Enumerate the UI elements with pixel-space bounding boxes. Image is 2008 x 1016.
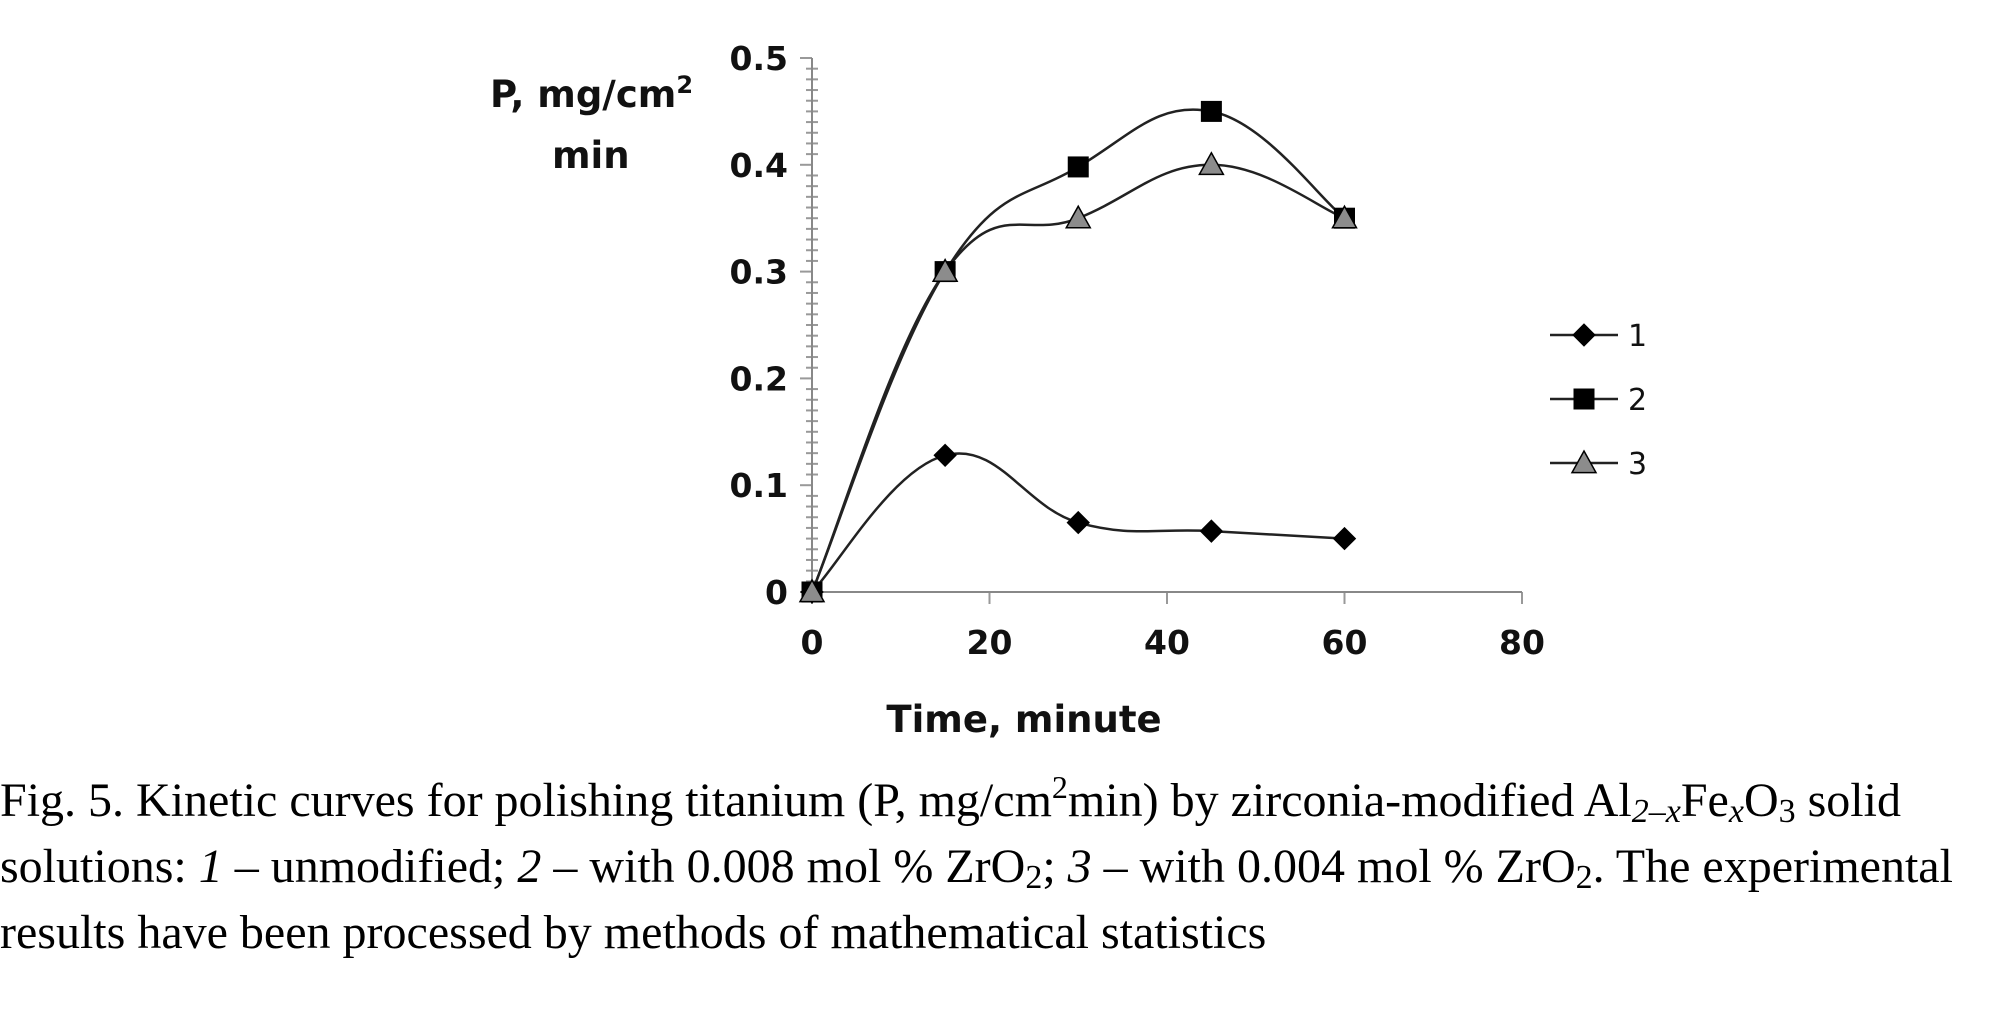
x-tick-label: 20 — [967, 623, 1013, 662]
series-1-line — [811, 452, 1345, 593]
legend-label-2: 2 — [1628, 383, 1647, 418]
y-tick-label: 0 — [765, 573, 788, 612]
x-tick-labels: 0 20 40 60 80 — [801, 623, 1545, 662]
series-markers — [798, 100, 1358, 604]
series-2-line — [810, 108, 1346, 593]
x-tick-label: 60 — [1322, 623, 1368, 662]
x-tick-label: 40 — [1144, 623, 1190, 662]
series-1-point — [933, 443, 957, 468]
legend-label-1: 1 — [1628, 319, 1647, 354]
legend-marker-3 — [1570, 449, 1598, 474]
legend-label-3: 3 — [1628, 447, 1647, 482]
series-2-point — [1200, 100, 1222, 122]
series-3-point — [1198, 151, 1225, 176]
y-tick-label: 0.1 — [730, 466, 788, 505]
series-3-point — [1064, 204, 1092, 229]
series-3-point — [1331, 204, 1358, 229]
series-3-point — [798, 578, 826, 603]
series-1-point — [1199, 519, 1224, 543]
y-axis-label-sup: 2 — [676, 71, 693, 99]
y-tick-label: 0.4 — [730, 146, 788, 185]
series-3-line — [810, 163, 1345, 593]
legend-marker-2 — [1573, 388, 1595, 410]
y-axis-label-unit: min — [552, 134, 630, 177]
tick-marks — [800, 57, 1523, 604]
y-tick-label: 0.3 — [730, 253, 788, 292]
series-1-point — [1332, 526, 1357, 551]
y-axis-label: P, mg/cm2 — [490, 71, 693, 116]
series-1-point — [1066, 510, 1090, 535]
legend: 1 2 3 — [1550, 319, 1647, 482]
x-tick-label: 0 — [801, 623, 824, 662]
legend-marker-1 — [1572, 323, 1596, 347]
chart: 0 0.1 0.2 0.3 0.4 0.5 0 20 40 60 80 P, mg/cm2 min… — [490, 39, 1647, 741]
x-tick-label: 80 — [1499, 623, 1545, 662]
x-axis-label: Time, minute — [886, 698, 1161, 741]
y-tick-label: 0.5 — [730, 39, 788, 78]
series-2-point — [1067, 156, 1089, 178]
y-tick-label: 0.2 — [730, 359, 788, 398]
figure-caption: Fig. 5. Kinetic curves for polishing tit… — [0, 769, 1953, 959]
series-3-point — [931, 258, 959, 282]
y-tick-labels: 0 0.1 0.2 0.3 0.4 0.5 — [730, 39, 788, 612]
series-lines — [810, 108, 1346, 593]
